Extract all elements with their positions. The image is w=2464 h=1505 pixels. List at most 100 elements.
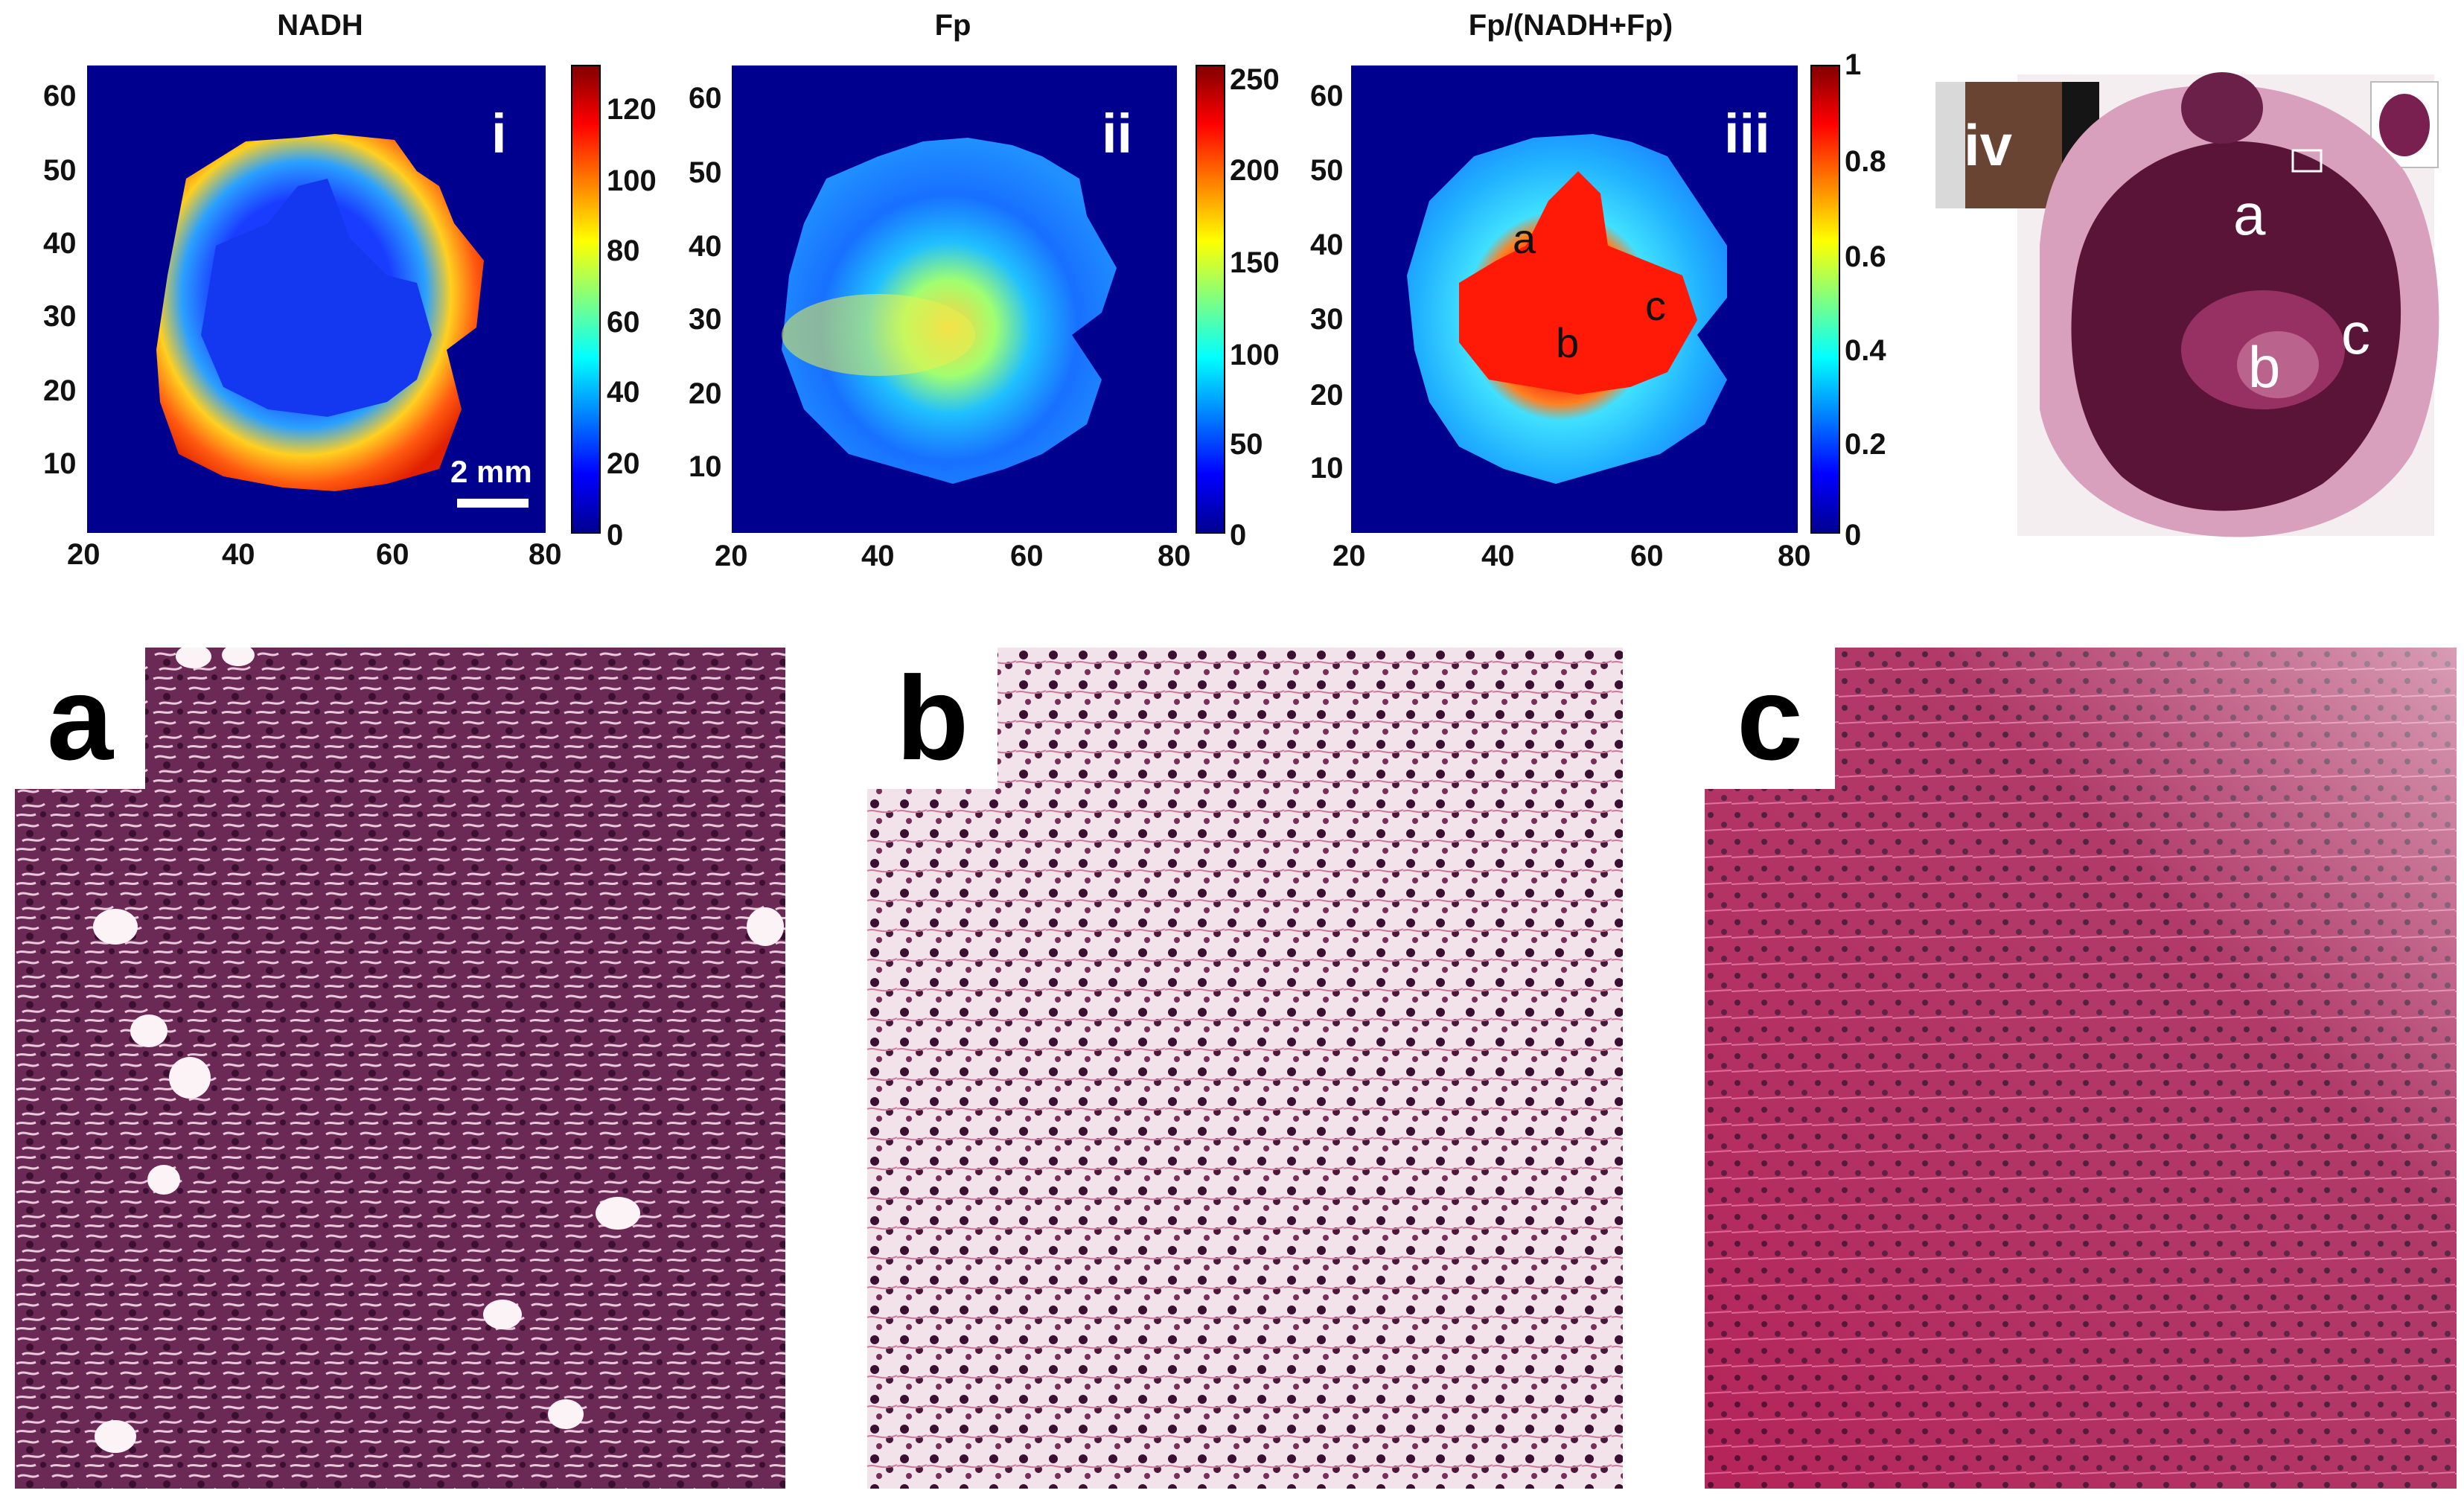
redox-y-tick: 60 [1310,80,1344,112]
redox-colorbar-ticks: 1 0.8 0.6 0.4 0.2 0 [1845,52,1886,552]
fp-cbar-tick: 200 [1230,154,1280,187]
fp-y-tick: 20 [689,377,722,410]
fp-y-tick: 40 [689,230,722,263]
vacuole [747,907,784,946]
redox-cbar-tick: 1 [1845,52,1861,81]
map-title-fp: Fp [934,9,971,42]
fp-map: 60 50 40 30 20 10 20 40 60 80 ii 250 200… [689,63,1280,572]
overview-region-a: a [2233,182,2266,247]
redox-cbar-tick: 0 [1845,519,1861,552]
fp-cbar-tick: 0 [1230,519,1246,552]
redox-region-b: b [1556,319,1579,366]
overview-region-c: c [2341,301,2370,366]
nadh-tissue-core [201,179,432,417]
redox-map: a b c 60 50 40 30 20 10 20 40 60 80 iii … [1310,52,1886,572]
redox-y-tick: 30 [1310,303,1344,336]
nadh-y-tick: 20 [43,374,77,407]
nadh-cbar-tick: 100 [607,164,657,197]
panel-label-b: b [867,648,998,789]
nadh-cbar-tick: 80 [607,234,640,267]
zoom-box [2291,149,2323,173]
fp-cbar-tick: 100 [1230,339,1280,371]
vacuole [483,1300,522,1329]
redox-cbar-tick: 0.6 [1845,240,1886,273]
vacuole [169,1057,211,1099]
nadh-cbar-tick: 120 [607,93,657,126]
map-title-redox: Fp/(NADH+Fp) [1468,9,1673,42]
vacuole [176,648,211,668]
redox-y-tick: 40 [1310,229,1344,261]
fp-y-tick: 10 [689,450,722,483]
redox-x-tick: 20 [1332,540,1366,572]
redox-cbar-tick: 0.8 [1845,145,1886,178]
histology-overview: iv a b c [1935,72,2439,537]
vacuole [95,1420,136,1453]
nadh-x-tick: 40 [222,538,255,571]
fp-x-tick: 80 [1158,540,1191,572]
fp-y-tick: 50 [689,156,722,189]
nadh-x-tick: 20 [67,538,100,571]
vacuole [147,1165,180,1195]
fp-y-tick: 30 [689,303,722,336]
nadh-y-tick: 50 [43,154,77,187]
fp-cbar-tick: 50 [1230,428,1263,461]
nadh-cbar-tick: 0 [607,519,623,552]
redox-region-c: c [1645,282,1666,329]
redox-y-ticks: 60 50 40 30 20 10 [1310,80,1344,485]
fp-cbar-tick: 150 [1230,246,1280,279]
nadh-y-ticks: 60 50 40 30 20 10 [43,80,77,480]
fp-x-tick: 60 [1010,540,1044,572]
fp-roman-label: ii [1102,103,1132,164]
panel-label-c: c [1705,648,1835,789]
vacuole [548,1399,584,1429]
vacuole [130,1014,167,1047]
nadh-cbar-tick: 60 [607,306,640,339]
vacuole [93,909,138,945]
fp-bright-region [782,294,975,376]
fp-colorbar [1196,65,1225,534]
redox-region-a: a [1513,215,1536,262]
fp-x-tick: 40 [861,540,895,572]
tumor-nodule [2181,72,2263,144]
fp-x-ticks: 20 40 60 80 [715,540,1191,572]
redox-y-tick: 50 [1310,154,1344,187]
redox-x-ticks: 20 40 60 80 [1332,540,1811,572]
nadh-y-tick: 40 [43,227,77,260]
scale-bar [457,499,529,508]
nadh-x-tick: 80 [529,538,562,571]
nadh-y-tick: 30 [43,300,77,333]
redox-red-core [1459,171,1697,394]
nadh-colorbar-ticks: 120 100 80 60 40 20 0 [607,93,657,552]
inset-photo-slider [1935,82,1965,208]
fp-cbar-tick: 250 [1230,63,1280,96]
redox-y-tick: 10 [1310,452,1344,485]
redox-colorbar [1810,65,1840,534]
fp-colorbar-ticks: 250 200 150 100 50 0 [1230,63,1280,552]
vacuole [596,1197,640,1230]
nadh-cbar-tick: 40 [607,376,640,409]
nadh-y-tick: 10 [43,447,77,480]
nadh-colorbar [571,65,601,534]
nadh-y-tick: 60 [43,80,77,112]
redox-x-tick: 40 [1481,540,1515,572]
redox-x-tick: 60 [1630,540,1664,572]
fp-y-tick: 60 [689,82,722,115]
panel-label-a: a [15,648,145,789]
nadh-cbar-tick: 20 [607,447,640,480]
redox-cbar-tick: 0.2 [1845,428,1886,461]
vacuole [222,648,255,666]
redox-cbar-tick: 0.4 [1845,334,1886,367]
thumbnail-tissue [2379,94,2430,156]
redox-x-tick: 80 [1778,540,1811,572]
fp-y-ticks: 60 50 40 30 20 10 [689,82,722,483]
overview-roman-label: iv [1964,112,2013,178]
nadh-x-tick: 60 [376,538,409,571]
tumor-pale-center [2237,331,2319,398]
map-title-nadh: NADH [277,9,363,42]
nadh-map: 60 50 40 30 20 10 20 40 60 80 i 2 mm 120… [43,65,657,571]
redox-y-tick: 20 [1310,379,1344,412]
redox-roman-label: iii [1724,103,1770,164]
scale-bar-label: 2 mm [450,454,532,489]
nadh-x-ticks: 20 40 60 80 [67,538,562,571]
overview-region-b: b [2248,334,2280,400]
